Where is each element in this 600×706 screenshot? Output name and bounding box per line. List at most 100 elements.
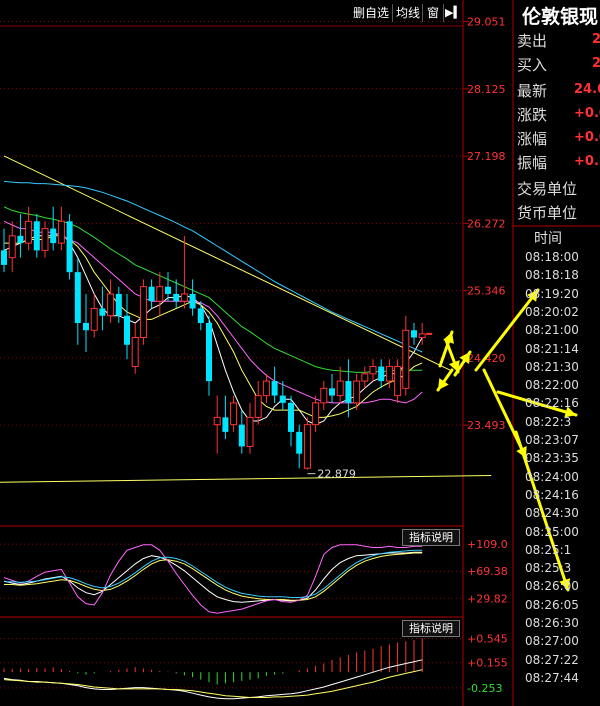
kdj-extra-line [4, 549, 423, 598]
moving-average-line [3, 206, 423, 373]
quote-value: +0.2 [574, 154, 600, 169]
trade-time: 08:26:00 [525, 579, 579, 594]
moving-average-button[interactable]: 均线 [395, 6, 420, 20]
trade-time: 08:25:00 [525, 524, 579, 539]
kdj-j-line [3, 544, 423, 614]
candle-body [8, 235, 16, 259]
macd-tick-label: +0.545 [467, 632, 508, 645]
quote-value: 24.6 [574, 82, 600, 97]
price-tick-label: 29.051 [467, 16, 506, 29]
trade-time: 08:26:05 [525, 597, 579, 612]
kdj-tick-label: +69.38 [467, 565, 508, 578]
candle-body [99, 308, 106, 316]
quote-label: 振幅 [517, 154, 548, 172]
candle-body [402, 329, 410, 389]
candle-body [378, 366, 385, 382]
candle-body [353, 380, 361, 404]
candle-body [418, 333, 426, 339]
trade-time: 08:27:00 [525, 634, 579, 649]
price-tick-label: 23.493 [467, 419, 506, 432]
quote-label: 最新 [517, 82, 548, 100]
instrument-title: 伦敦银现 [522, 6, 599, 28]
moving-average-line [4, 235, 423, 418]
quote-label: 涨跌 [517, 106, 548, 124]
candle-body [336, 380, 344, 397]
candle-body [41, 228, 49, 251]
trade-time: 08:25:3 [525, 561, 572, 576]
candle-body [17, 235, 24, 244]
play-icon[interactable]: ▶▍ [445, 6, 462, 19]
candle-body [271, 381, 278, 396]
annotation-arrow [514, 430, 570, 592]
trade-time: 08:26:30 [525, 616, 579, 630]
trade-time: 08:23:35 [525, 451, 579, 466]
candle-body [33, 221, 40, 251]
candle-body [124, 315, 130, 345]
time-column-header: 时间 [534, 231, 562, 247]
candle-body [303, 424, 311, 469]
moving-average-line [3, 180, 423, 353]
candle-body [296, 431, 303, 454]
candle-body [262, 380, 270, 397]
macd-dif-line [3, 659, 423, 700]
trend-line [0, 474, 492, 483]
trade-time: 08:22:00 [525, 378, 579, 393]
window-button[interactable]: 窗 [426, 6, 439, 20]
macd-dea-line [3, 669, 423, 698]
candle-body [90, 307, 98, 331]
trade-time: 08:21:00 [525, 323, 579, 338]
candle-body [25, 220, 33, 244]
low-price-label: 22.879 [317, 468, 356, 481]
trend-line [3, 155, 451, 371]
candle-body [288, 402, 294, 432]
macd-tick-label: -0.253 [467, 682, 502, 695]
candle-body [385, 366, 393, 382]
candle-body [329, 388, 335, 396]
trade-time: 08:22:3 [525, 414, 572, 429]
annotation-arrow-head [559, 578, 571, 590]
quote-value: 2 [592, 56, 600, 71]
macd-indicator-help-button[interactable]: 指标说明 [402, 620, 460, 637]
candle-body [230, 402, 238, 426]
remove-favorite-button[interactable]: 删自选 [352, 6, 389, 20]
candle-body [361, 373, 369, 382]
candle-body [189, 293, 196, 309]
candle-body [206, 322, 212, 382]
candle-body [246, 416, 254, 447]
candle-body [320, 387, 328, 404]
quote-label: 货币单位 [517, 204, 578, 222]
quote-label: 涨幅 [517, 130, 548, 148]
moving-average-line [3, 220, 423, 404]
quote-label: 交易单位 [517, 180, 578, 198]
candle-body [394, 366, 402, 397]
kdj-indicator-help-button[interactable]: 指标说明 [402, 529, 460, 546]
quote-value: +0.0 [574, 106, 600, 121]
trade-time: 08:27:22 [525, 652, 579, 667]
candle-body [131, 337, 139, 368]
trade-time: 08:20:02 [525, 304, 579, 319]
annotation-arrow-head [448, 360, 460, 372]
trade-time: 08:25:1 [525, 542, 572, 557]
candle-body [148, 286, 155, 302]
trade-time: 08:27:44 [525, 670, 579, 685]
candle-body [165, 286, 171, 294]
candle-body [83, 322, 89, 331]
candle-body [345, 381, 352, 403]
trade-time: 08:18:00 [525, 250, 579, 264]
kdj-tick-label: +29.82 [467, 592, 508, 605]
candle-body [279, 395, 286, 403]
candle-body [411, 330, 417, 338]
candle-body [213, 416, 221, 426]
candle-body [74, 272, 81, 323]
quote-value: +0.0 [574, 130, 600, 145]
quote-label: 卖出 [517, 32, 548, 50]
annotation-arrow [474, 288, 540, 372]
candle-body [139, 286, 147, 339]
trade-time: 08:19:20 [525, 286, 579, 301]
candle-body [1, 250, 7, 265]
trade-time: 08:21:30 [525, 359, 579, 374]
candle-body [107, 293, 115, 317]
trade-time: 08:22:16 [525, 396, 579, 411]
candle-body [156, 286, 164, 302]
